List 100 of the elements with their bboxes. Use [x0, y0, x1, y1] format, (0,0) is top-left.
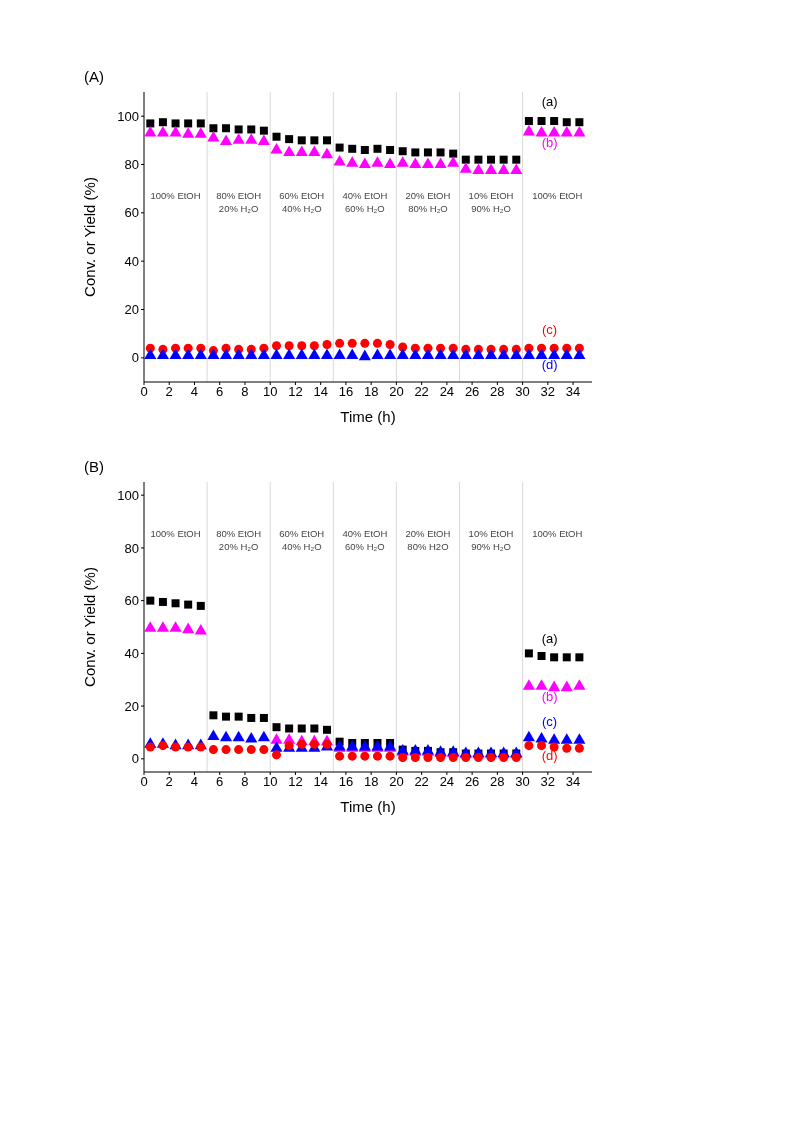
y-tick-label: 40: [124, 253, 139, 269]
point: [385, 340, 395, 350]
y-tick-label: 100: [117, 108, 139, 124]
point: [146, 596, 155, 605]
point: [448, 752, 458, 763]
x-tick-label: 16: [338, 774, 354, 790]
x-tick-label: 4: [190, 774, 199, 790]
point: [573, 348, 586, 359]
point: [373, 144, 382, 153]
point: [144, 621, 157, 632]
point: [171, 742, 181, 752]
point: [283, 348, 296, 359]
point: [158, 118, 167, 127]
point: [219, 134, 233, 146]
point: [398, 752, 408, 763]
point: [158, 741, 168, 751]
series-label: (c): [542, 321, 558, 337]
point: [232, 348, 245, 359]
point: [196, 601, 205, 610]
x-tick-label: 26: [464, 384, 480, 400]
annotation: 60% EtOH 40% H₂O: [279, 190, 325, 215]
point: [497, 163, 510, 175]
point: [409, 157, 422, 169]
point: [371, 156, 384, 167]
point: [524, 649, 533, 658]
point: [472, 348, 485, 359]
point: [245, 133, 258, 144]
point: [511, 752, 521, 763]
x-axis-title: Time (h): [340, 408, 396, 425]
point: [384, 157, 397, 169]
chart-title: (B): [84, 458, 104, 475]
point: [309, 341, 319, 351]
y-tick-label: 40: [124, 645, 139, 661]
point: [347, 338, 357, 348]
point: [246, 745, 256, 755]
x-tick-label: 6: [216, 384, 224, 400]
series-label: (d): [541, 356, 558, 372]
annotation: 20% EtOH 80% H2O: [405, 528, 451, 553]
point: [548, 348, 561, 359]
y-tick-label: 80: [124, 540, 139, 556]
point: [434, 348, 447, 359]
x-tick-label: 2: [165, 384, 173, 400]
point: [371, 348, 384, 359]
point: [459, 348, 472, 359]
annotation: 40% EtOH 60% H₂O: [342, 528, 388, 553]
point: [409, 348, 422, 359]
point: [270, 142, 283, 154]
point: [348, 144, 357, 153]
point: [574, 743, 584, 753]
point: [297, 341, 307, 351]
x-tick-label: 34: [565, 384, 581, 400]
point: [257, 730, 270, 742]
y-tick-label: 20: [124, 302, 139, 318]
point: [575, 118, 584, 127]
x-tick-label: 20: [389, 384, 404, 400]
point: [522, 124, 535, 136]
point: [247, 713, 256, 722]
point: [257, 134, 270, 146]
point: [219, 348, 233, 359]
point: [524, 117, 533, 125]
point: [320, 348, 334, 359]
point: [358, 349, 371, 361]
y-tick-label: 60: [124, 205, 139, 221]
point: [272, 132, 281, 141]
annotation: 100% EtOH: [150, 528, 201, 540]
point: [285, 135, 294, 144]
point: [560, 680, 573, 692]
point: [295, 348, 308, 359]
annotation: 60% EtOH 40% H₂O: [279, 528, 325, 553]
point: [259, 745, 269, 755]
point: [335, 751, 345, 761]
point: [449, 149, 458, 158]
point: [297, 724, 306, 733]
point: [447, 156, 460, 167]
series-label: (b): [541, 134, 558, 150]
point: [573, 733, 586, 744]
point: [560, 126, 573, 137]
annotation: 10% EtOH 90% H₂O: [468, 190, 514, 215]
point: [421, 348, 435, 359]
point: [358, 157, 371, 169]
annotation: 80% EtOH 20% H₂O: [216, 190, 262, 215]
annotation: 100% EtOH: [150, 190, 201, 202]
point: [560, 348, 573, 359]
point: [535, 348, 548, 359]
point: [308, 145, 321, 156]
point: [320, 147, 334, 159]
point: [183, 742, 193, 752]
point: [436, 148, 445, 157]
point: [346, 348, 359, 359]
point: [182, 127, 195, 138]
point: [283, 145, 296, 156]
point: [484, 163, 498, 175]
point: [396, 156, 409, 167]
point: [245, 348, 258, 359]
y-axis-title: Conv. or Yield (%): [81, 177, 99, 297]
point: [512, 155, 521, 164]
point: [272, 723, 281, 732]
y-tick-label: 20: [124, 698, 139, 714]
point: [347, 751, 357, 761]
x-tick-label: 12: [288, 384, 303, 400]
